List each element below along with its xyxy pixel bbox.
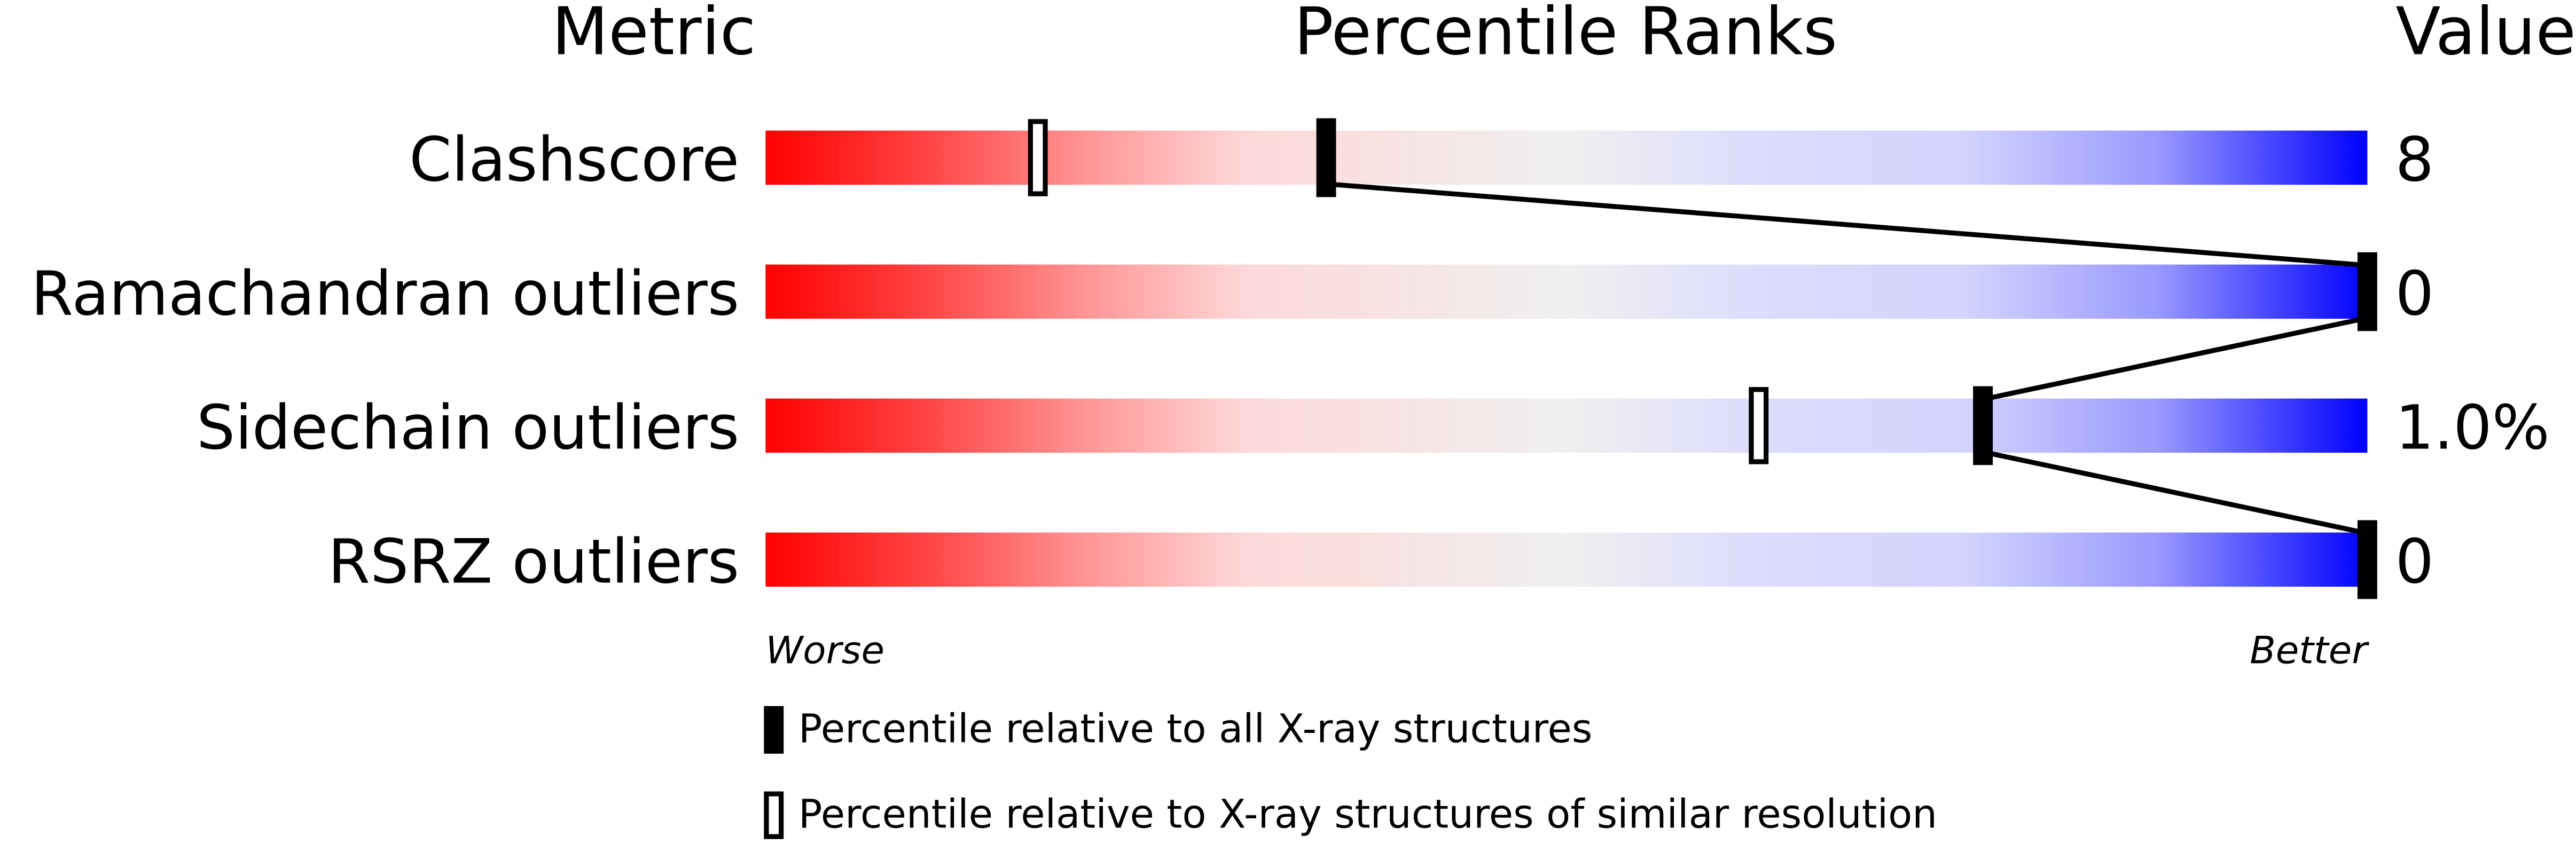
metric-label: Ramachandran outliers — [31, 258, 739, 329]
header-metric: Metric — [552, 0, 756, 70]
worse-label: Worse — [765, 628, 884, 673]
metric-value: 0 — [2395, 258, 2434, 329]
metric-value: 1.0% — [2395, 392, 2550, 463]
metric-label: RSRZ outliers — [328, 526, 739, 597]
percentile-bar — [765, 398, 2368, 453]
metric-value: 0 — [2395, 526, 2434, 597]
all-structures-marker — [1973, 386, 1993, 465]
all-structures-marker — [2357, 520, 2377, 599]
percentile-bar — [765, 264, 2368, 319]
better-label: Better — [2250, 628, 2369, 673]
legend-label: Percentile relative to X-ray structures … — [798, 791, 1937, 837]
connector-line — [1982, 315, 2368, 402]
similar-resolution-marker — [1749, 387, 1769, 464]
all-structures-marker — [1316, 118, 1336, 198]
connector-line — [1982, 449, 2368, 536]
similar-resolution-marker — [1028, 119, 1048, 196]
header-value: Value — [2395, 0, 2576, 70]
header-percentile-ranks: Percentile Ranks — [1294, 0, 1837, 70]
percentile-bar — [765, 532, 2368, 587]
legend-open-marker-icon — [764, 791, 784, 839]
legend-label: Percentile relative to all X-ray structu… — [798, 706, 1592, 752]
metric-label: Sidechain outliers — [197, 392, 739, 463]
legend-filled-marker-icon — [764, 706, 784, 754]
connector-line — [1326, 181, 2368, 268]
percentile-bar — [765, 130, 2368, 185]
all-structures-marker — [2357, 252, 2377, 331]
metric-label: Clashscore — [409, 124, 739, 195]
metric-value: 8 — [2395, 124, 2434, 195]
